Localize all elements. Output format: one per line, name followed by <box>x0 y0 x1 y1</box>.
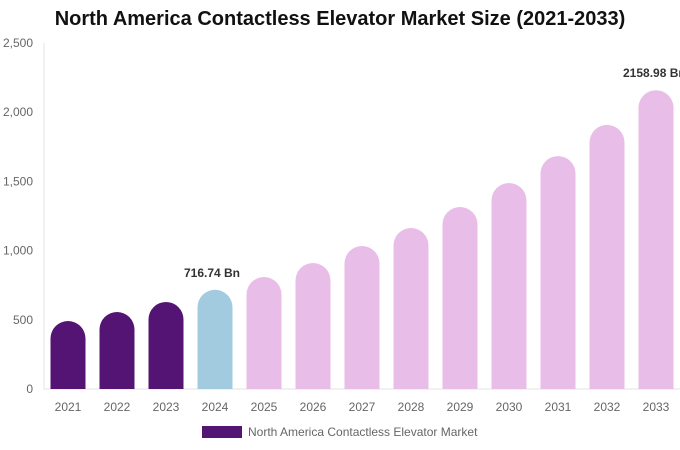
data-label: 2158.98 Bn <box>623 66 680 80</box>
legend-swatch <box>202 426 242 438</box>
data-label: 716.74 Bn <box>184 266 240 280</box>
legend-label: North America Contactless Elevator Marke… <box>248 425 478 439</box>
bar-2029 <box>442 207 478 389</box>
x-tick-label: 2029 <box>447 400 474 414</box>
x-tick-label: 2026 <box>300 400 327 414</box>
x-tick-label: 2023 <box>153 400 180 414</box>
bar-2023 <box>148 301 184 389</box>
y-tick-label: 1,500 <box>3 174 33 188</box>
bar-2024 <box>197 289 233 389</box>
x-tick-label: 2022 <box>104 400 131 414</box>
bar-2033 <box>638 90 674 389</box>
legend: North America Contactless Elevator Marke… <box>202 425 477 439</box>
chart-title: North America Contactless Elevator Marke… <box>54 8 626 30</box>
bar-2026 <box>295 263 331 389</box>
x-tick-label: 2030 <box>496 400 523 414</box>
y-tick-label: 0 <box>26 382 33 396</box>
bar-2021 <box>50 321 86 389</box>
bar-2022 <box>99 312 135 389</box>
x-tick-label: 2027 <box>349 400 376 414</box>
y-tick-label: 500 <box>13 313 33 327</box>
y-tick-label: 1,000 <box>3 244 33 258</box>
x-tick-label: 2024 <box>202 400 229 414</box>
x-tick-label: 2025 <box>251 400 278 414</box>
bar-2028 <box>393 228 429 389</box>
y-tick-label: 2,000 <box>3 105 33 119</box>
x-tick-label: 2021 <box>55 400 82 414</box>
x-tick-label: 2032 <box>594 400 621 414</box>
bar-2025 <box>246 277 282 389</box>
x-tick-label: 2033 <box>643 400 670 414</box>
bar-2030 <box>491 183 527 389</box>
x-tick-label: 2028 <box>398 400 425 414</box>
bar-2027 <box>344 246 380 389</box>
bar-2032 <box>589 124 625 389</box>
bar-2031 <box>540 156 576 389</box>
x-tick-label: 2031 <box>545 400 572 414</box>
y-tick-label: 2,500 <box>3 36 33 50</box>
